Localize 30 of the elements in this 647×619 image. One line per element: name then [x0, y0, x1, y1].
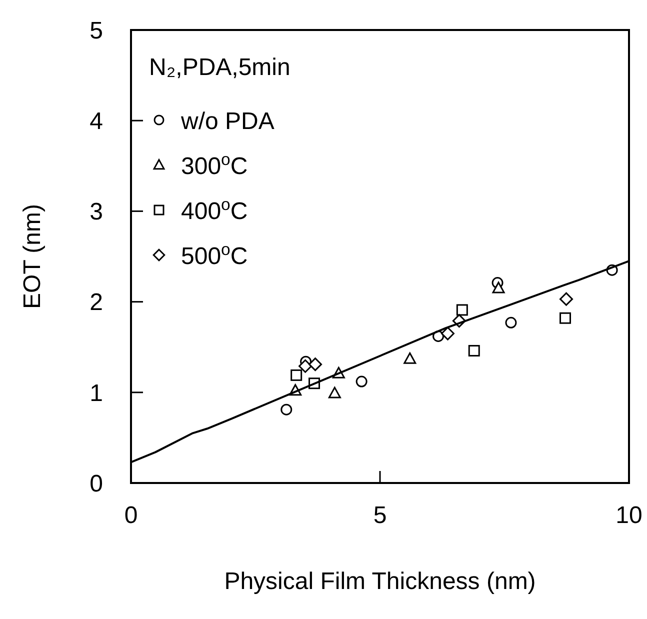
point [308, 358, 322, 372]
point [328, 386, 341, 398]
point [290, 369, 302, 381]
x-axis-title: Physical Film Thickness (nm) [224, 568, 536, 595]
x-tick-label: 10 [616, 502, 642, 529]
legend-label: 500$^{o}$C [181, 240, 248, 270]
y-axis-title: EOT (nm) [19, 204, 46, 309]
point [560, 292, 573, 306]
point [505, 316, 517, 328]
y-tick-label: 3 [90, 198, 103, 226]
point [280, 404, 292, 416]
legend-title: N₂,PDA,5min [149, 54, 290, 81]
point [492, 282, 505, 294]
point [404, 352, 416, 364]
y-tick-label: 1 [90, 380, 103, 407]
point [456, 304, 468, 316]
y-tick-label: 2 [90, 289, 103, 316]
point [468, 344, 480, 356]
y-tick-label: 4 [90, 108, 103, 135]
x-tick-label: 5 [373, 502, 387, 529]
point [356, 376, 368, 388]
legend-label: w/o PDA [180, 108, 274, 135]
x-tick-label: 0 [124, 502, 138, 529]
legend-label: 300$^{o}$C [181, 150, 248, 180]
y-tick-label: 0 [90, 470, 103, 498]
legend-label: 400$^{o}$C [181, 194, 248, 225]
y-tick-label: 5 [90, 17, 103, 44]
point [298, 359, 312, 373]
point [560, 312, 572, 324]
point [440, 326, 454, 340]
